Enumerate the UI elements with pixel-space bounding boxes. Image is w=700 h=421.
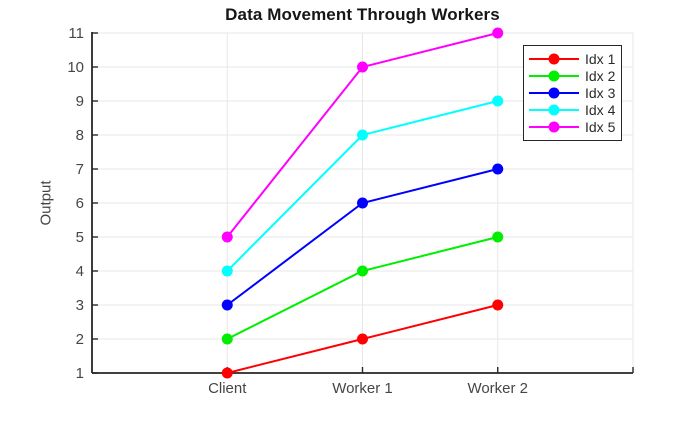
- y-tick-label: 1: [76, 365, 84, 382]
- legend-item-idx-5: Idx 5: [524, 119, 621, 136]
- data-point-idx-4: [357, 129, 368, 141]
- y-tick-label: 11: [68, 25, 84, 42]
- legend-item-idx-3: Idx 3: [524, 84, 621, 101]
- data-point-idx-4: [492, 95, 504, 107]
- legend-label: Idx 5: [585, 119, 616, 136]
- data-point-idx-1: [492, 299, 504, 311]
- legend-marker-icon: [548, 70, 560, 82]
- legend-key-idx-3: [529, 84, 579, 101]
- y-tick-label: 7: [76, 161, 84, 178]
- y-tick-label: 8: [76, 127, 84, 144]
- legend-label: Idx 4: [585, 102, 616, 119]
- x-tick-label: Worker 2: [467, 380, 528, 397]
- y-tick-label: 9: [76, 93, 84, 110]
- y-tick-label: 3: [76, 297, 84, 314]
- axis-ticks: 1 2 3 4 5 6 7 8 9 10 11 Client Worker 1 Worker 2: [67, 25, 634, 397]
- legend-item-idx-1: Idx 1: [524, 50, 621, 67]
- data-point-idx-1: [221, 367, 233, 379]
- legend: Idx 1 Idx 2 Idx 3 Idx 4 Idx 5: [523, 45, 622, 141]
- data-point-idx-2: [221, 333, 233, 345]
- y-tick-label: 10: [67, 59, 84, 76]
- legend-key-idx-2: [529, 67, 579, 84]
- legend-marker-icon: [548, 87, 560, 99]
- legend-label: Idx 3: [585, 84, 616, 101]
- data-point-idx-5: [221, 231, 233, 243]
- legend-label: Idx 2: [585, 67, 616, 84]
- legend-key-idx-5: [529, 119, 579, 136]
- data-point-idx-3: [221, 299, 233, 311]
- data-point-idx-2: [492, 231, 504, 243]
- x-tick-label: Worker 1: [332, 380, 393, 397]
- legend-item-idx-2: Idx 2: [524, 67, 621, 84]
- x-tick-label: Client: [208, 380, 247, 397]
- legend-key-idx-4: [529, 102, 579, 119]
- data-point-idx-2: [357, 265, 368, 277]
- data-point-idx-5: [357, 61, 368, 73]
- legend-item-idx-4: Idx 4: [524, 102, 621, 119]
- data-point-idx-4: [221, 265, 233, 277]
- data-point-idx-3: [357, 197, 368, 209]
- chart-title: Data Movement Through Workers: [225, 5, 500, 24]
- legend-marker-icon: [548, 104, 560, 116]
- legend-label: Idx 1: [585, 50, 616, 67]
- data-point-idx-3: [492, 163, 504, 175]
- y-tick-label: 4: [76, 263, 84, 280]
- data-point-idx-1: [357, 333, 368, 345]
- y-tick-label: 5: [76, 229, 84, 246]
- y-tick-label: 6: [76, 195, 84, 212]
- data-point-idx-5: [492, 27, 504, 39]
- legend-marker-icon: [548, 121, 560, 133]
- y-tick-label: 2: [76, 331, 84, 348]
- legend-key-idx-1: [529, 50, 579, 67]
- legend-marker-icon: [548, 53, 560, 65]
